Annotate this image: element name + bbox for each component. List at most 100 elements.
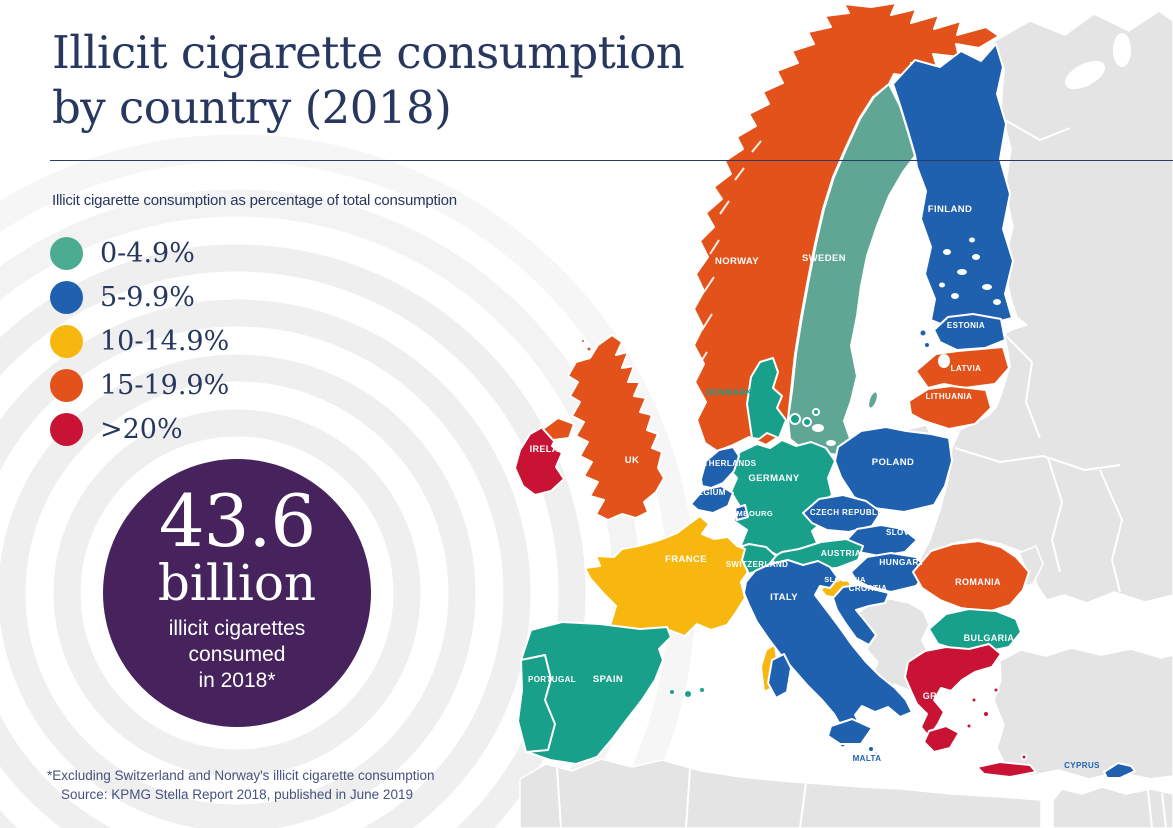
land-turkey (993, 647, 1173, 780)
map-label-sweden: SWEDEN (802, 253, 846, 264)
island-aegean-1 (970, 696, 978, 704)
map-label-portugal: PORTUGAL (528, 675, 576, 684)
non-eu-borders (556, 119, 1167, 828)
map-label-uk: UK (625, 455, 640, 466)
country-ireland (514, 424, 565, 496)
legend-label: >20% (100, 413, 183, 445)
legend-item: 0-4.9% (50, 231, 229, 275)
legend: 0-4.9% 5-9.9% 10-14.9% 15-19.9% >20% (50, 231, 229, 451)
country-portugal (517, 654, 556, 753)
page-title: Illicit cigarette consumption by country… (52, 26, 692, 136)
island-hebrides-2 (580, 338, 586, 344)
map-label-cyprus: CYPRUS (1064, 761, 1100, 770)
land-north-africa (519, 758, 1042, 828)
country-labels: NORWAY SWEDEN FINLAND ESTONIA LATVIA LITHUANI… (528, 204, 1100, 770)
map-label-france: FRANCE (665, 554, 707, 565)
island-estonia-1 (918, 328, 928, 338)
stat-description: illicit cigarettes consumed in 2018* (168, 616, 306, 693)
island-balearic-2 (683, 689, 693, 699)
island-denmark-3 (812, 408, 820, 416)
legend-item: >20% (50, 407, 229, 451)
legend-dot-yellow (50, 324, 83, 358)
page-title-line2: by country (2018) (52, 80, 452, 134)
map-label-switzerland: SWITZERLAND (726, 560, 789, 569)
map-label-netherlands: NETHERLANDS (692, 459, 757, 468)
map-label-norway: NORWAY (715, 256, 759, 267)
map-label-bulgaria: BULGARIA (964, 633, 1015, 643)
peninsula-peloponnese (923, 725, 960, 753)
legend-item: 15-19.9% (50, 363, 229, 407)
island-balearic-3 (698, 686, 706, 694)
legend-label: 15-19.9% (100, 369, 230, 401)
country-poland (834, 426, 953, 513)
legend-dot-blue (50, 280, 83, 314)
country-uk (567, 334, 665, 521)
island-crete (976, 761, 1037, 778)
footnote-source: Source: KPMG Stella Report 2018, publish… (61, 786, 413, 802)
legend-label: 0-4.9% (100, 237, 195, 269)
map-label-malta: MALTA (853, 754, 882, 763)
map-label-hungary: HUNGARY (879, 557, 924, 567)
country-netherlands (700, 446, 740, 489)
map-label-poland: POLAND (872, 457, 915, 468)
map-label-germany: GERMANY (748, 473, 800, 484)
country-luxembourg (734, 504, 749, 521)
country-bulgaria (928, 608, 1022, 653)
land-middle-east (1052, 786, 1173, 828)
map-label-spain: SPAIN (593, 674, 623, 685)
country-greece (904, 643, 1002, 738)
country-lithuania (908, 385, 992, 430)
map-label-slovenia: SLOVENIA (824, 575, 866, 584)
map-label-finland: FINLAND (928, 204, 973, 215)
map-label-czech: CZECH REPUBLIC (810, 508, 886, 517)
island-aegean-3 (965, 722, 973, 730)
map-label-croatia: CROATIA (849, 584, 888, 593)
island-zealand (802, 417, 812, 427)
country-romania (912, 540, 1030, 613)
region-northern-ireland (542, 417, 575, 441)
legend-label: 5-9.9% (100, 281, 195, 313)
page-title-line1: Illicit cigarette consumption (52, 26, 685, 79)
legend-item: 10-14.9% (50, 319, 229, 363)
legend-label: 10-14.9% (100, 325, 230, 357)
island-hebrides-1 (585, 345, 593, 353)
country-italy (743, 559, 913, 749)
map-label-luxembourg: LUXEMBOURG (715, 509, 773, 518)
country-croatia (832, 584, 890, 646)
stat-circle: 43.6 billion illicit cigarettes consumed… (103, 459, 371, 727)
countries (514, 2, 1136, 779)
country-finland (892, 43, 1014, 331)
footnote: *Excluding Switzerland and Norway's illi… (47, 767, 435, 805)
title-divider-line (50, 160, 1173, 161)
map-label-slovakia: SLOVAKIA (886, 528, 930, 537)
island-sicily (827, 718, 873, 745)
map-label-greece: GREECE (923, 691, 963, 701)
footnote-exclusion: *Excluding Switzerland and Norway's illi… (47, 768, 435, 783)
stat-unit: billion (157, 554, 317, 612)
map-label-denmark: DENMARK (706, 387, 753, 397)
country-czech-republic (802, 494, 882, 533)
map-label-austria: AUSTRIA (821, 548, 862, 558)
island-rhodes (1020, 753, 1028, 761)
island-aegean-2 (982, 710, 990, 718)
island-malta (867, 745, 875, 753)
white-sea-notches (1064, 33, 1131, 90)
map-label-romania: ROMANIA (955, 577, 1001, 587)
legend-dot-orange (50, 368, 83, 402)
island-gotland (867, 390, 879, 410)
map-label-lithuania: LITHUANIA (926, 392, 973, 401)
island-funen (789, 413, 801, 425)
legend-item: 5-9.9% (50, 275, 229, 319)
stat-value: 43.6 (158, 479, 316, 563)
country-denmark (746, 357, 787, 440)
map-label-ireland: IRELAND (530, 444, 573, 454)
fjords-and-lakes (696, 140, 1001, 446)
country-estonia (933, 313, 1006, 351)
map-label-latvia: LATVIA (951, 364, 982, 373)
country-belgium (690, 485, 734, 514)
legend-dot-red (50, 412, 83, 446)
legend-dot-teal (50, 236, 83, 270)
island-sardinia (767, 653, 792, 699)
